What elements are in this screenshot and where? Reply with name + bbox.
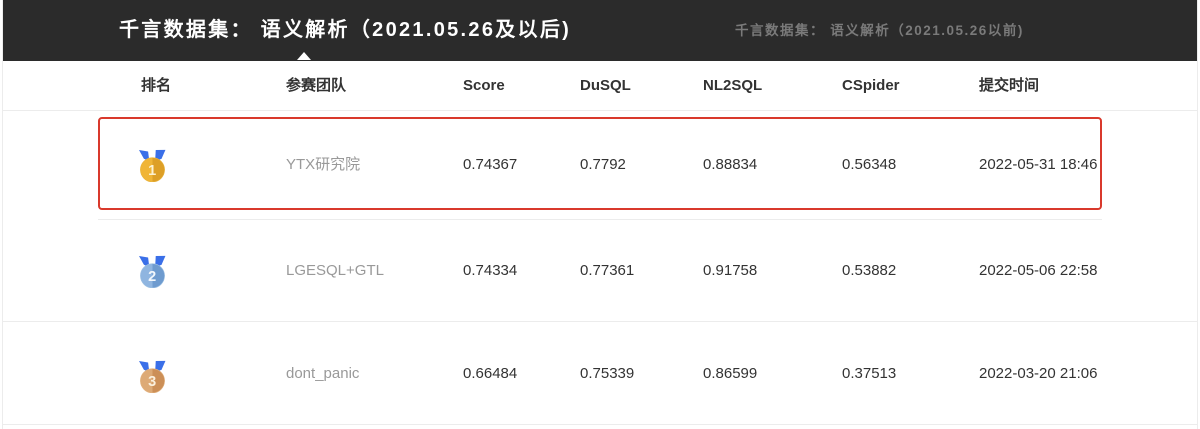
svg-text:1: 1: [148, 163, 156, 179]
svg-text:2: 2: [148, 269, 156, 285]
svg-text:3: 3: [148, 374, 156, 390]
